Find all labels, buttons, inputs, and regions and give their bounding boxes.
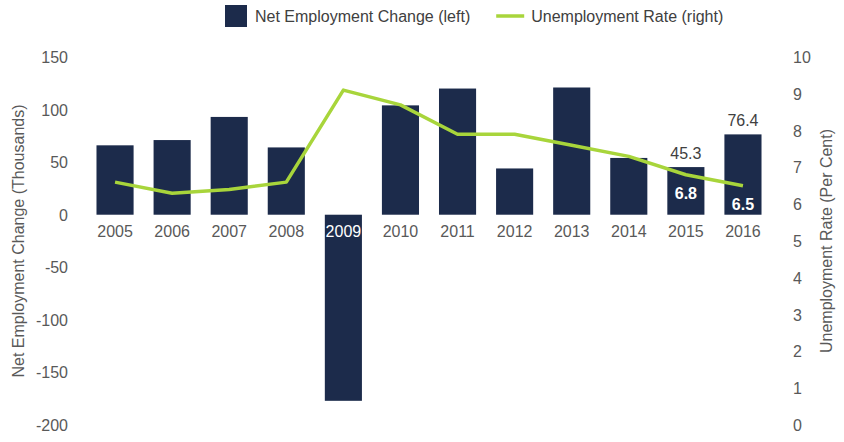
y-tick-label: -100: [36, 312, 68, 329]
line: [115, 90, 743, 193]
bar: [496, 168, 533, 214]
labels: -200 -150 -100 -50 0 50 100 150 0 1 2 3 4 5 6 7 8 9 10 Net …: [10, 49, 835, 434]
y2-tick-label: 7: [793, 159, 802, 176]
bar: [724, 134, 761, 214]
x-tick-label: 2012: [497, 223, 533, 240]
legend-swatch: [225, 5, 247, 27]
chart: -200 -150 -100 -50 0 50 100 150 0 1 2 3 4 5 6 7 8 9 10 Net …: [0, 0, 844, 442]
y2-tick-label: 3: [793, 307, 802, 324]
y-axis-title: Net Employment Change (Thousands): [10, 104, 27, 377]
bar-data-label: 45.3: [670, 145, 701, 162]
y2-tick-label: 2: [793, 343, 802, 360]
y-tick-label: -200: [36, 417, 68, 434]
x-tick-label: 2016: [725, 223, 761, 240]
x-tick-label: 2009: [326, 223, 362, 240]
bar-data-label: 76.4: [727, 112, 758, 129]
legend-label: Net Employment Change (left): [255, 8, 470, 25]
x-tick-label: 2014: [611, 223, 647, 240]
x-tick-label: 2008: [268, 223, 304, 240]
x-tick-label: 2015: [668, 223, 704, 240]
bar: [382, 105, 419, 214]
x-tick-label: 2006: [154, 223, 190, 240]
bar: [154, 140, 191, 215]
marks: [96, 87, 761, 400]
y2-axis-title: Unemployment Rate (Per Cent): [818, 129, 835, 353]
y2-tick-label: 8: [793, 123, 802, 140]
x-tick-label: 2010: [383, 223, 419, 240]
legend-swatch: [496, 14, 524, 18]
y2-tick-label: 6: [793, 196, 802, 213]
y-tick-label: 50: [50, 154, 68, 171]
y2-tick-label: 10: [793, 49, 811, 66]
y-tick-label: -50: [45, 259, 68, 276]
y-tick-label: -150: [36, 364, 68, 381]
legend: Net Employment Change (left) Unemployment…: [225, 5, 723, 27]
bar: [96, 145, 133, 214]
y2-tick-label: 5: [793, 233, 802, 250]
bar: [439, 89, 476, 215]
bar: [325, 215, 362, 401]
x-tick-label: 2013: [554, 223, 590, 240]
y2-tick-label: 9: [793, 86, 802, 103]
y2-tick-label: 1: [793, 380, 802, 397]
x-tick-label: 2005: [97, 223, 133, 240]
y-tick-label: 150: [41, 49, 68, 66]
bar: [553, 87, 590, 214]
x-tick-label: 2007: [211, 223, 247, 240]
y-tick-label: 0: [59, 207, 68, 224]
line-data-label: 6.5: [732, 196, 754, 213]
bar: [610, 158, 647, 215]
y-tick-label: 100: [41, 102, 68, 119]
line-data-label: 6.8: [675, 185, 697, 202]
x-tick-label: 2011: [440, 223, 475, 240]
y2-tick-label: 0: [793, 417, 802, 434]
y2-tick-label: 4: [793, 270, 802, 287]
bar: [211, 117, 248, 215]
legend-label: Unemployment Rate (right): [531, 8, 723, 25]
